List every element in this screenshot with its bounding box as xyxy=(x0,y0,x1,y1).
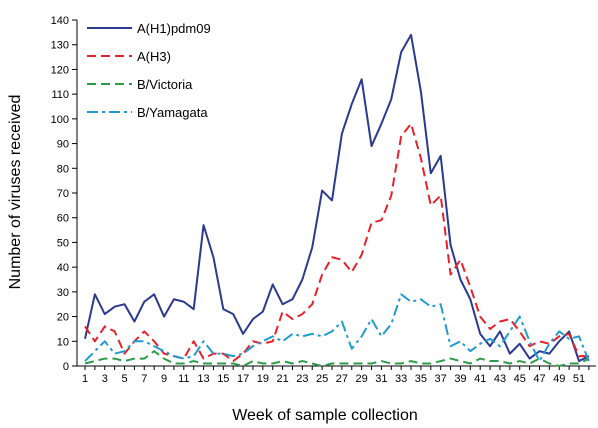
x-tick-label: 9 xyxy=(161,373,167,385)
x-axis-title: Week of sample collection xyxy=(232,407,418,424)
x-tick-label: 25 xyxy=(316,373,328,385)
x-tick-label: 33 xyxy=(395,373,407,385)
y-axis-title: Number of viruses received xyxy=(7,95,24,290)
series-line-a-h1-pdm09 xyxy=(84,33,590,363)
y-tick-label: 130 xyxy=(51,40,69,52)
x-tick-label: 45 xyxy=(514,373,526,385)
series-line-b-yamagata xyxy=(84,293,590,363)
y-tick-label: 100 xyxy=(51,114,69,126)
y-tick-label: 90 xyxy=(57,139,69,151)
y-tick-label: 40 xyxy=(57,262,69,274)
x-tick-label: 31 xyxy=(375,373,387,385)
x-tick-label: 7 xyxy=(141,373,147,385)
legend-label-b-victoria: B/Victoria xyxy=(137,77,193,92)
x-tick-label: 21 xyxy=(276,373,288,385)
series-lines xyxy=(84,33,590,367)
y-tick-label: 70 xyxy=(57,188,69,200)
x-tick-label: 49 xyxy=(553,373,565,385)
x-tick-label: 5 xyxy=(121,373,127,385)
legend: A(H1)pdm09 A(H3) B/Victoria B/Yamagata xyxy=(87,21,211,120)
x-tick-label: 13 xyxy=(197,373,209,385)
y-tick-label: 140 xyxy=(51,15,69,27)
legend-label-b-yamagata: B/Yamagata xyxy=(137,105,208,120)
y-tick-label: 110 xyxy=(51,89,69,101)
x-tick-label: 27 xyxy=(336,373,348,385)
x-tick-label: 1 xyxy=(82,373,88,385)
x-tick-label: 39 xyxy=(454,373,466,385)
x-tick-label: 47 xyxy=(533,373,545,385)
x-tick-label: 29 xyxy=(356,373,368,385)
x-tick-label: 19 xyxy=(257,373,269,385)
x-tick-label: 37 xyxy=(435,373,447,385)
series-line-a-h3 xyxy=(84,122,589,363)
y-tick-label: 50 xyxy=(57,237,69,249)
x-tick-label: 23 xyxy=(296,373,308,385)
y-tick-label: 80 xyxy=(57,163,69,175)
x-tick-label: 41 xyxy=(474,373,486,385)
y-tick-label: 0 xyxy=(63,361,69,373)
series-line-b-victoria xyxy=(84,350,590,367)
x-tick-label: 51 xyxy=(573,373,585,385)
x-tick-label: 17 xyxy=(237,373,249,385)
y-tick-label: 10 xyxy=(57,336,69,348)
legend-label-a-h1-pdm09: A(H1)pdm09 xyxy=(137,21,211,36)
x-tick-label: 11 xyxy=(178,373,189,385)
x-tick-label: 15 xyxy=(217,373,229,385)
x-tick-label: 43 xyxy=(494,373,506,385)
x-tick-label: 35 xyxy=(415,373,427,385)
legend-label-a-h3: A(H3) xyxy=(137,49,171,64)
x-tick-label: 3 xyxy=(102,373,108,385)
y-tick-label: 30 xyxy=(57,287,69,299)
y-tick-label: 120 xyxy=(51,64,69,76)
y-tick-label: 20 xyxy=(57,312,69,324)
y-tick-label: 60 xyxy=(57,213,69,225)
